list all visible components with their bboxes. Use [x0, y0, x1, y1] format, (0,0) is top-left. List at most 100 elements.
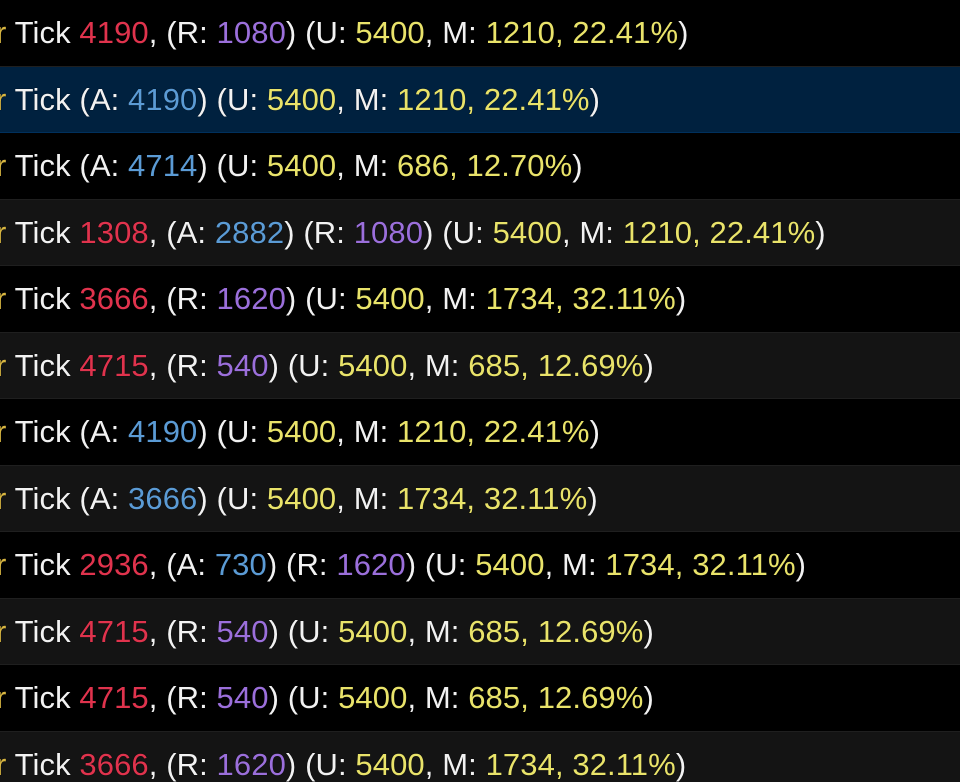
log-row-percent-value: 32.11%: [483, 480, 588, 516]
log-row-m-value: 1210: [485, 15, 555, 51]
log-row-space: ,: [148, 547, 167, 583]
log-row-r-value: 1620: [216, 281, 286, 317]
log-row-text: r Tick (A: 3666) (U: 5400, M: 1734, 32.1…: [0, 483, 598, 514]
log-row-r-open: (R:: [166, 347, 217, 383]
log-row-m-separator: , M:: [424, 746, 486, 782]
log-row-label: Tick: [6, 613, 80, 649]
log-row-label: Tick: [6, 148, 80, 184]
log-row-close-paren: ): [572, 148, 583, 184]
log-row[interactable]: r Tick 1308, (A: 2882) (R: 1080) (U: 540…: [0, 199, 960, 266]
log-row-text: r Tick 4190, (R: 1080) (U: 5400, M: 1210…: [0, 17, 689, 48]
log-row-m-separator: , M:: [336, 81, 398, 117]
log-row-percent-value: 12.69%: [537, 347, 644, 383]
log-row-a-open: (A:: [79, 81, 129, 117]
log-row-a-close: ): [197, 148, 217, 184]
log-row-a-value: 3666: [128, 480, 198, 516]
log-row-label: Tick: [6, 746, 80, 782]
log-row-m-separator: , M:: [336, 414, 398, 450]
log-row-m-value: 686: [397, 148, 450, 184]
log-row[interactable]: r Tick 4715, (R: 540) (U: 5400, M: 685, …: [0, 665, 960, 732]
log-row-r-close: ): [285, 281, 306, 317]
log-row-label: Tick: [6, 15, 80, 51]
log-row-tick-value: 1308: [79, 214, 149, 250]
log-row-tick-value: 4715: [79, 680, 149, 716]
log-row-text: r Tick 3666, (R: 1620) (U: 5400, M: 1734…: [0, 283, 686, 314]
log-row-prefix-fragment: r: [0, 547, 6, 582]
log-row-u-open: (U:: [216, 480, 267, 516]
log-row-prefix-fragment: r: [0, 148, 6, 183]
log-row[interactable]: r Tick 3666, (R: 1620) (U: 5400, M: 1734…: [0, 266, 960, 333]
log-row-tick-value: 4190: [79, 15, 149, 51]
log-row-percent-value: 12.69%: [537, 680, 644, 716]
log-row-a-value: 4714: [128, 148, 198, 184]
log-row-prefix-fragment: r: [0, 747, 6, 782]
log-row-m-comma: ,: [554, 15, 573, 51]
log-row-label: Tick: [6, 414, 80, 450]
log-row-text: r Tick (A: 4190) (U: 5400, M: 1210, 22.4…: [0, 416, 600, 447]
log-row-a-open: (A:: [166, 547, 215, 583]
log-row-prefix-fragment: r: [0, 614, 6, 649]
log-row-prefix-fragment: r: [0, 15, 6, 50]
log-row-m-separator: , M:: [424, 281, 486, 317]
log-row-m-value: 1210: [397, 81, 467, 117]
log-row-m-comma: ,: [520, 613, 538, 649]
log-row-u-value: 5400: [355, 281, 425, 317]
log-row-r-close: ): [268, 613, 288, 649]
log-row-m-value: 1734: [485, 281, 555, 317]
log-row[interactable]: r Tick (A: 4190) (U: 5400, M: 1210, 22.4…: [0, 66, 960, 133]
log-row[interactable]: r Tick 4715, (R: 540) (U: 5400, M: 685, …: [0, 332, 960, 399]
log-row-m-separator: , M:: [407, 347, 469, 383]
log-row-tick-value: 2936: [79, 547, 149, 583]
log-row-a-close: ): [266, 547, 287, 583]
log-row-m-value: 1734: [397, 480, 467, 516]
log-row-m-comma: ,: [449, 148, 467, 184]
log-row-m-separator: , M:: [336, 148, 398, 184]
log-row-text: r Tick 4715, (R: 540) (U: 5400, M: 685, …: [0, 350, 654, 381]
log-row[interactable]: r Tick 4190, (R: 1080) (U: 5400, M: 1210…: [0, 0, 960, 67]
log-row-u-open: (U:: [216, 414, 267, 450]
log-row-prefix-fragment: r: [0, 281, 6, 316]
log-row-space: ,: [148, 680, 167, 716]
log-row-a-open: (A:: [166, 214, 215, 250]
log-row-r-value: 1080: [353, 214, 424, 250]
log-row[interactable]: r Tick (A: 3666) (U: 5400, M: 1734, 32.1…: [0, 465, 960, 532]
log-row-r-close: ): [405, 547, 425, 583]
log-row-label: Tick: [6, 214, 80, 250]
log-row-a-open: (A:: [79, 480, 129, 516]
log-row-u-value: 5400: [355, 746, 425, 782]
log-row-a-open: (A:: [79, 148, 129, 184]
log-row[interactable]: r Tick (A: 4190) (U: 5400, M: 1210, 22.4…: [0, 399, 960, 466]
log-row-m-value: 1210: [622, 214, 693, 250]
log-row[interactable]: r Tick 3666, (R: 1620) (U: 5400, M: 1734…: [0, 731, 960, 782]
log-row-space: ,: [148, 281, 167, 317]
log-row-r-open: (R:: [303, 214, 354, 250]
log-row-a-value: 2882: [214, 214, 285, 250]
log-row-u-open: (U:: [442, 214, 493, 250]
log-row[interactable]: r Tick 4715, (R: 540) (U: 5400, M: 685, …: [0, 598, 960, 665]
log-row-m-comma: ,: [466, 480, 484, 516]
log-row-space: ,: [148, 613, 167, 649]
log-row-u-value: 5400: [266, 81, 337, 117]
log-row-u-open: (U:: [305, 281, 356, 317]
log-row-close-paren: ): [643, 680, 654, 716]
log-row-r-open: (R:: [166, 680, 217, 716]
log-row-m-value: 685: [468, 347, 521, 383]
log-row-tick-value: 3666: [79, 281, 149, 317]
log-row-text: r Tick (A: 4190) (U: 5400, M: 1210, 22.4…: [0, 84, 600, 115]
log-row-tick-value: 3666: [79, 746, 149, 782]
log-row-a-open: (A:: [79, 414, 129, 450]
log-row-percent-value: 12.69%: [537, 613, 644, 649]
log-row-close-paren: ): [795, 547, 807, 583]
log-row[interactable]: r Tick (A: 4714) (U: 5400, M: 686, 12.70…: [0, 133, 960, 200]
log-row-r-open: (R:: [166, 281, 217, 317]
log-row-r-close: ): [285, 746, 306, 782]
log-row-m-separator: , M:: [424, 15, 486, 51]
log-row-close-paren: ): [815, 214, 826, 250]
log-row-r-open: (R:: [166, 15, 217, 51]
log-row-r-value: 540: [216, 680, 269, 716]
log-row-u-open: (U:: [305, 746, 356, 782]
log-row[interactable]: r Tick 2936, (A: 730) (R: 1620) (U: 5400…: [0, 532, 960, 599]
log-row-u-value: 5400: [266, 148, 337, 184]
log-row-m-comma: ,: [674, 547, 693, 583]
